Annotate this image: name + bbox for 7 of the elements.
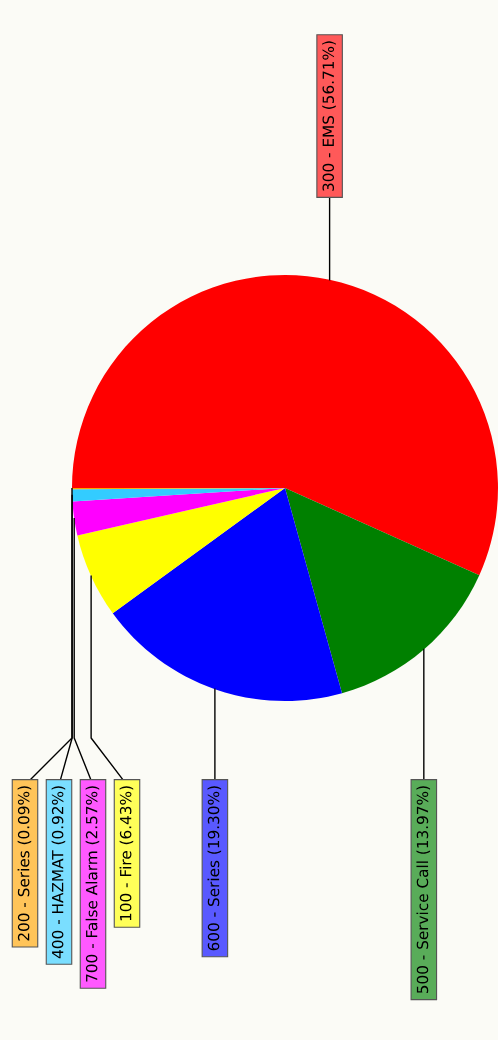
slice-label: 100 - Fire (6.43%) — [119, 786, 134, 921]
slice-label: 600 - Series (19.30%) — [207, 786, 222, 951]
slice-label: 200 - Series (0.09%) — [17, 786, 32, 941]
slice-label: 700 - False Alarm (2.57%) — [85, 786, 100, 982]
slice-label: 300 - EMS (56.71%) — [322, 41, 336, 191]
slice-label: 500 - Service Call (13.97%) — [416, 786, 431, 994]
slice-label: 400 - HAZMAT (0.92%) — [51, 786, 66, 959]
